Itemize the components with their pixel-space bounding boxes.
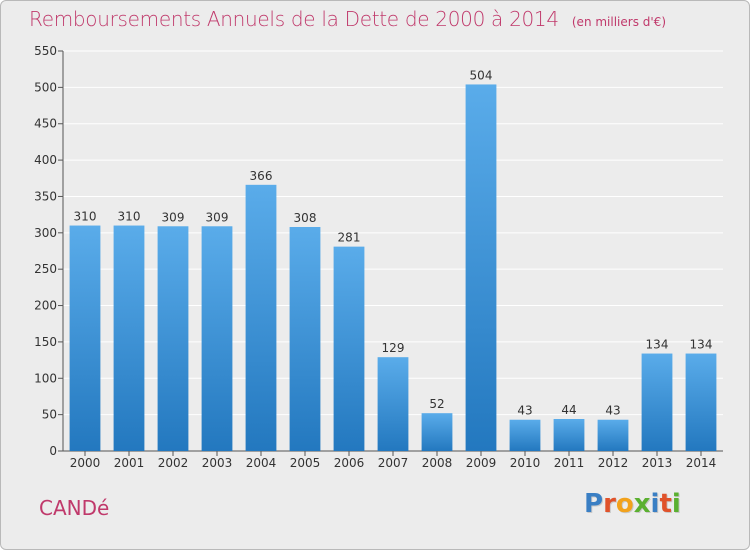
data-label: 309 xyxy=(206,210,229,224)
data-label: 134 xyxy=(690,338,713,352)
data-label: 134 xyxy=(646,338,669,352)
bar-2014 xyxy=(685,353,717,451)
y-tick-label: 250 xyxy=(34,262,57,276)
bar-2013 xyxy=(641,353,673,451)
data-label: 52 xyxy=(429,397,444,411)
y-tick-label: 550 xyxy=(34,44,57,58)
y-tick-label: 0 xyxy=(49,444,57,458)
y-tick-labels: 0 50 100 150 200 250 300 350 400 450 500 550 xyxy=(34,44,63,458)
logo-letter: r xyxy=(603,489,616,519)
x-tick-label: 2013 xyxy=(642,456,673,470)
x-tick-label: 2009 xyxy=(466,456,497,470)
bar-2004 xyxy=(245,184,277,451)
bars xyxy=(69,84,717,452)
data-label: 281 xyxy=(338,231,361,245)
chart-title: Remboursements Annuels de la Dette de 20… xyxy=(29,7,559,31)
data-label: 310 xyxy=(118,210,141,224)
data-label: 43 xyxy=(517,404,532,418)
logo-letter: P xyxy=(584,489,604,519)
data-label: 504 xyxy=(470,68,493,82)
data-label: 43 xyxy=(605,404,620,418)
y-tick-label: 350 xyxy=(34,189,57,203)
y-tick-label: 300 xyxy=(34,226,57,240)
x-tick-label: 2001 xyxy=(114,456,145,470)
bar-2009 xyxy=(465,84,497,452)
data-label: 308 xyxy=(294,211,317,225)
proxiti-logo: Proxiti xyxy=(584,489,681,519)
x-tick-label: 2007 xyxy=(378,456,409,470)
bar-2011 xyxy=(553,419,585,451)
data-label: 44 xyxy=(561,403,576,417)
y-tick-label: 100 xyxy=(34,371,57,385)
y-tick-label: 500 xyxy=(34,80,57,94)
y-tick-label: 150 xyxy=(34,335,57,349)
y-tick-label: 200 xyxy=(34,299,57,313)
chart-title-line: Remboursements Annuels de la Dette de 20… xyxy=(29,7,666,31)
bar-2007 xyxy=(377,357,409,451)
y-tick-label: 50 xyxy=(42,408,57,422)
x-tick-label: 2003 xyxy=(202,456,233,470)
city-name: CANDé xyxy=(39,496,110,520)
x-tick-label: 2004 xyxy=(246,456,277,470)
logo-letter: i xyxy=(671,489,681,519)
x-tick-labels: 2000 2001 2002 2003 2004 2005 2006 2007 2008 2009… xyxy=(70,451,717,470)
x-tick-label: 2014 xyxy=(686,456,717,470)
x-tick-label: 2002 xyxy=(158,456,189,470)
logo-letter: x xyxy=(633,489,651,519)
data-label: 309 xyxy=(162,210,185,224)
x-tick-label: 2010 xyxy=(510,456,541,470)
bar-2002 xyxy=(157,226,189,451)
x-tick-label: 2005 xyxy=(290,456,321,470)
chart-unit: (en milliers d'€) xyxy=(571,15,666,29)
bar-2005 xyxy=(289,227,321,451)
bar-2003 xyxy=(201,226,233,451)
y-tick-label: 400 xyxy=(34,153,57,167)
logo-letter: i xyxy=(650,489,660,519)
bar-2001 xyxy=(113,225,145,451)
x-tick-label: 2008 xyxy=(422,456,453,470)
bar-2012 xyxy=(597,419,629,451)
x-tick-label: 2011 xyxy=(554,456,585,470)
data-labels: 310 310 309 309 366 308 281 129 52 504 43 44 43 134 13… xyxy=(74,68,713,417)
logo-letter: o xyxy=(615,489,634,519)
bar-2010 xyxy=(509,419,541,451)
x-tick-label: 2012 xyxy=(598,456,629,470)
data-label: 129 xyxy=(382,341,405,355)
bar-2006 xyxy=(333,246,365,451)
logo-letter: t xyxy=(659,489,672,519)
x-tick-label: 2000 xyxy=(70,456,101,470)
data-label: 366 xyxy=(250,169,273,183)
x-tick-label: 2006 xyxy=(334,456,365,470)
bar-2000 xyxy=(69,225,101,451)
data-label: 310 xyxy=(74,210,97,224)
bar-2008 xyxy=(421,413,453,451)
y-tick-label: 450 xyxy=(34,117,57,131)
